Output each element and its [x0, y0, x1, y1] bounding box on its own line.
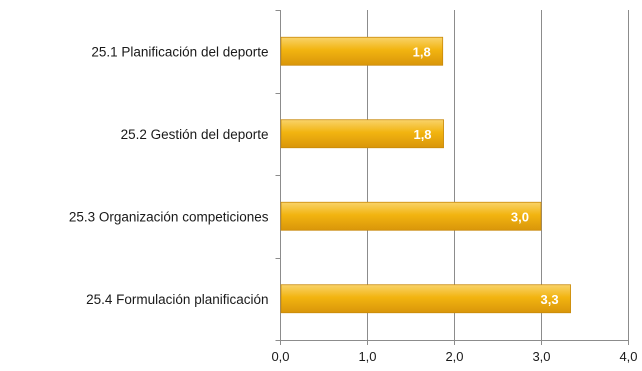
bar — [280, 36, 444, 66]
category-label: 25.3 Organización competiciones — [69, 209, 269, 224]
category-label: 25.1 Planificación del deporte — [91, 44, 268, 59]
x-tick-label: 2,0 — [445, 349, 463, 364]
bars — [280, 36, 571, 314]
labels: 0,0 1,0 2,0 3,0 4,0 25.1 Planificación del de… — [69, 44, 638, 364]
x-tick-label: 1,0 — [358, 349, 376, 364]
data-label: 1,8 — [413, 44, 431, 59]
category-label: 25.4 Formulación planificación — [86, 292, 268, 307]
axes — [275, 10, 629, 345]
x-tick-label: 3,0 — [532, 349, 550, 364]
x-tick-label: 0,0 — [271, 349, 289, 364]
data-label: 1,8 — [413, 127, 431, 142]
bar — [280, 119, 444, 149]
bar — [280, 284, 571, 314]
category-label: 25.2 Gestión del deporte — [121, 127, 269, 142]
data-label: 3,0 — [511, 209, 529, 224]
bar — [280, 201, 542, 231]
x-tick-label: 4,0 — [619, 349, 637, 364]
data-label: 3,3 — [541, 292, 559, 307]
